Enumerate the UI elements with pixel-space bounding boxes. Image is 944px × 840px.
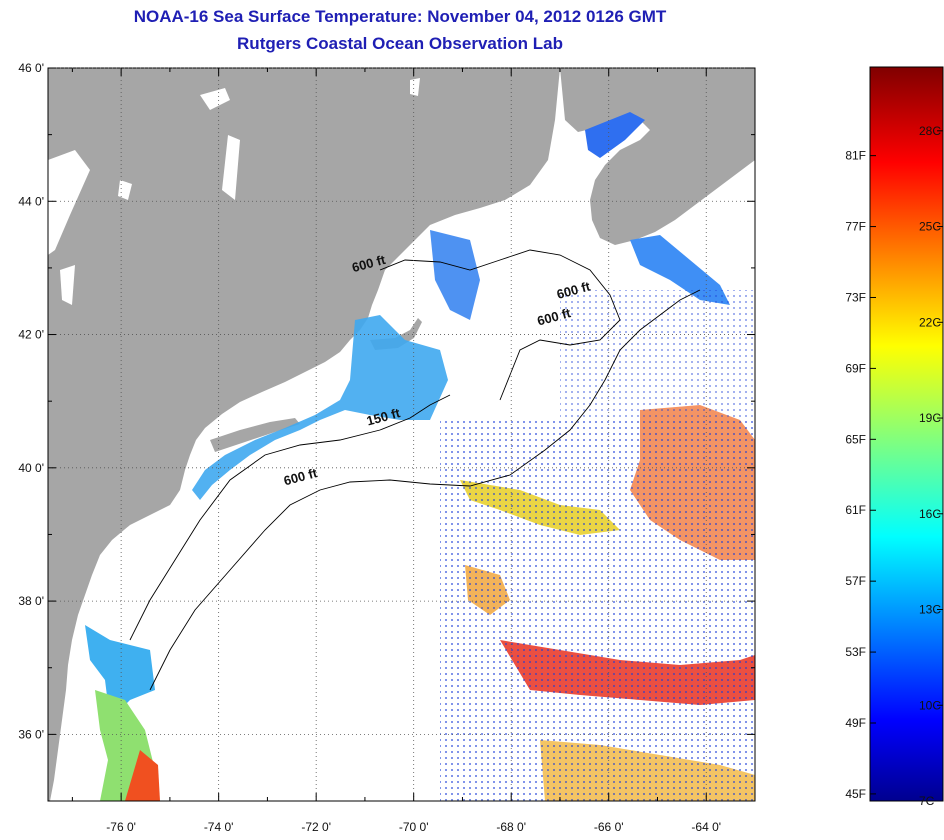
sst-cloud-speckle (440, 420, 755, 801)
colorbar-f-label: 69F (845, 361, 866, 375)
colorbar-c-label: 28C (919, 124, 941, 138)
colorbar-fahrenheit-labels: 81F 77F 73F 69F 65F 61F 57F 53F 49F 45F (845, 149, 876, 801)
land-long-island (210, 418, 300, 452)
colorbar-f-label: 73F (845, 290, 866, 304)
lat-tick-label: 36 0' (18, 727, 44, 741)
map-title: NOAA-16 Sea Surface Temperature: Novembe… (133, 7, 667, 26)
colorbar-f-label: 77F (845, 220, 866, 234)
sst-coastal-cool (192, 315, 448, 500)
latitude-tick-labels: 46 0' 44 0' 42 0' 40 0' 38 0' 36 0' (18, 61, 44, 741)
sst-cloud-speckle (560, 290, 755, 420)
lon-tick-label: -66 0' (594, 820, 624, 834)
graticule (48, 67, 756, 802)
colorbar-c-label: 22C (919, 315, 941, 329)
lat-tick-label: 38 0' (18, 594, 44, 608)
colorbar-f-label: 53F (845, 645, 866, 659)
colorbar (869, 66, 944, 802)
lake (222, 135, 240, 200)
lat-tick-label: 42 0' (18, 328, 44, 342)
colorbar-c-label: 7C (919, 794, 935, 808)
colorbar-c-label: 19C (919, 411, 941, 425)
sst-chesapeake (85, 625, 155, 720)
colorbar-celsius-labels: 28C 25C 22C 19C 16C 13C 10C 7C (919, 124, 943, 808)
colorbar-f-label: 61F (845, 503, 866, 517)
map-frame (47, 67, 756, 802)
lat-tick-label: 46 0' (18, 61, 44, 75)
lat-tick-label: 40 0' (18, 461, 44, 475)
lon-tick-label: -64 0' (691, 820, 721, 834)
lake (410, 78, 420, 96)
sst-bay-fundy (585, 112, 645, 158)
lake (48, 150, 90, 255)
colorbar-f-label: 65F (845, 432, 866, 446)
bathymetry-contour-600ft (149, 289, 701, 691)
lat-tick-label: 44 0' (18, 194, 44, 208)
colorbar-c-label: 16C (919, 507, 941, 521)
colorbar-c-label: 25C (919, 220, 941, 234)
sst-scotian (630, 235, 730, 305)
map-subtitle: Rutgers Coastal Ocean Observation Lab (237, 34, 563, 53)
sst-hatteras-hot (125, 750, 160, 801)
lon-tick-label: -74 0' (204, 820, 234, 834)
lake (200, 88, 230, 110)
colorbar-c-label: 10C (919, 698, 941, 712)
lon-tick-label: -72 0' (301, 820, 331, 834)
colorbar-f-label: 45F (845, 787, 866, 801)
colorbar-c-label: 13C (919, 603, 941, 617)
lon-tick-label: -68 0' (496, 820, 526, 834)
colorbar-f-label: 81F (845, 149, 866, 163)
bathymetry-contour-gulf-maine (379, 249, 621, 401)
bathymetry-contour-150ft (129, 394, 451, 641)
sst-gulf-maine (430, 230, 480, 320)
lake (60, 265, 75, 305)
longitude-tick-labels: -76 0' -74 0' -72 0' -70 0' -68 0' -66 0' -64 … (106, 820, 721, 834)
colorbar-f-label: 57F (845, 574, 866, 588)
lon-tick-label: -70 0' (399, 820, 429, 834)
lon-tick-label: -76 0' (106, 820, 136, 834)
colorbar-f-label: 49F (845, 716, 866, 730)
land-mainland (48, 68, 560, 801)
